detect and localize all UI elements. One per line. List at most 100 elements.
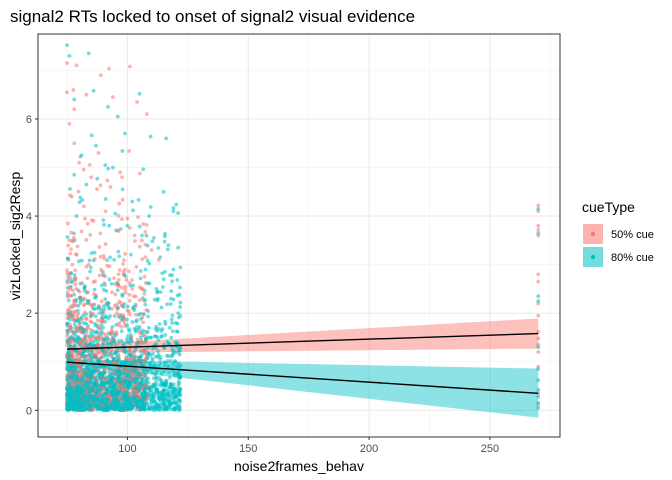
data-point (116, 249, 121, 254)
data-point (120, 396, 124, 400)
data-point (66, 386, 71, 391)
data-point (103, 370, 108, 375)
data-point (101, 218, 106, 223)
data-point (107, 277, 112, 282)
data-point (65, 268, 70, 273)
data-point (162, 239, 167, 244)
data-point (127, 348, 132, 353)
data-point (162, 360, 167, 365)
data-point (143, 242, 148, 247)
data-point (170, 279, 175, 284)
data-point (146, 314, 150, 319)
data-point (119, 285, 124, 290)
data-point (145, 401, 150, 406)
data-point (91, 389, 96, 393)
data-point (134, 327, 139, 332)
data-point (69, 404, 74, 409)
minor-gridlines (38, 34, 560, 437)
data-point (85, 349, 90, 354)
data-point (123, 290, 128, 295)
data-point (141, 328, 145, 333)
data-point (132, 377, 137, 381)
data-point (92, 250, 97, 255)
data-point (173, 350, 178, 355)
data-point (85, 276, 90, 281)
data-point (149, 248, 154, 252)
data-point (82, 370, 87, 375)
data-point (68, 285, 73, 289)
data-point (137, 298, 142, 302)
data-point (99, 267, 104, 272)
data-point (112, 303, 117, 308)
data-point (138, 276, 143, 281)
data-point (86, 385, 91, 390)
data-point (143, 367, 148, 372)
data-point (97, 245, 102, 249)
data-point (156, 246, 161, 250)
data-point (127, 292, 132, 297)
data-point (84, 379, 89, 384)
data-point (107, 264, 112, 269)
data-point (72, 273, 77, 277)
data-point (93, 279, 98, 284)
data-point (68, 251, 73, 256)
data-point (65, 390, 70, 395)
data-point (65, 90, 69, 95)
data-point (140, 238, 144, 243)
x-tick-label: 150 (239, 443, 257, 455)
data-point (163, 382, 167, 386)
legend-key-point (590, 254, 596, 260)
data-point (123, 284, 128, 289)
data-point (82, 358, 87, 363)
data-point (97, 387, 102, 392)
x-axis-ticks: 100 150 200 250 (118, 437, 499, 455)
data-point (119, 359, 124, 364)
data-point (145, 258, 150, 263)
data-point (123, 382, 127, 387)
data-point (136, 197, 141, 202)
data-point (135, 385, 140, 389)
data-point (106, 166, 111, 171)
y-axis-ticks: 0 2 4 6 (26, 114, 38, 417)
data-point (109, 306, 114, 311)
data-point (178, 363, 183, 368)
data-point (105, 258, 110, 263)
data-point (176, 408, 181, 413)
data-point (148, 205, 153, 209)
data-point (155, 404, 160, 409)
data-point (163, 269, 167, 274)
data-point (178, 313, 183, 318)
data-point (140, 257, 145, 261)
data-point (122, 272, 126, 277)
data-point (115, 228, 120, 233)
data-point (142, 333, 147, 338)
data-point (103, 337, 107, 342)
data-point (129, 376, 133, 381)
data-point (110, 290, 114, 295)
x-tick-label: 200 (360, 443, 378, 455)
data-point (66, 243, 71, 248)
data-point (141, 222, 146, 226)
data-point (170, 273, 174, 278)
data-point (117, 254, 122, 259)
data-point (125, 323, 130, 328)
data-point (65, 316, 70, 320)
data-point (134, 265, 139, 269)
data-point (105, 178, 110, 183)
data-point (120, 292, 125, 297)
data-point (91, 364, 96, 369)
data-point (536, 401, 541, 405)
data-point (98, 183, 103, 188)
data-point (65, 338, 70, 343)
data-point (105, 390, 109, 394)
data-point (140, 233, 144, 238)
data-point (536, 272, 541, 277)
data-point (178, 285, 182, 290)
data-point (166, 370, 171, 375)
data-point (112, 368, 117, 373)
data-point (94, 143, 98, 148)
data-point (120, 379, 125, 384)
data-point (113, 342, 118, 347)
data-point (78, 357, 82, 361)
data-point (107, 368, 112, 373)
